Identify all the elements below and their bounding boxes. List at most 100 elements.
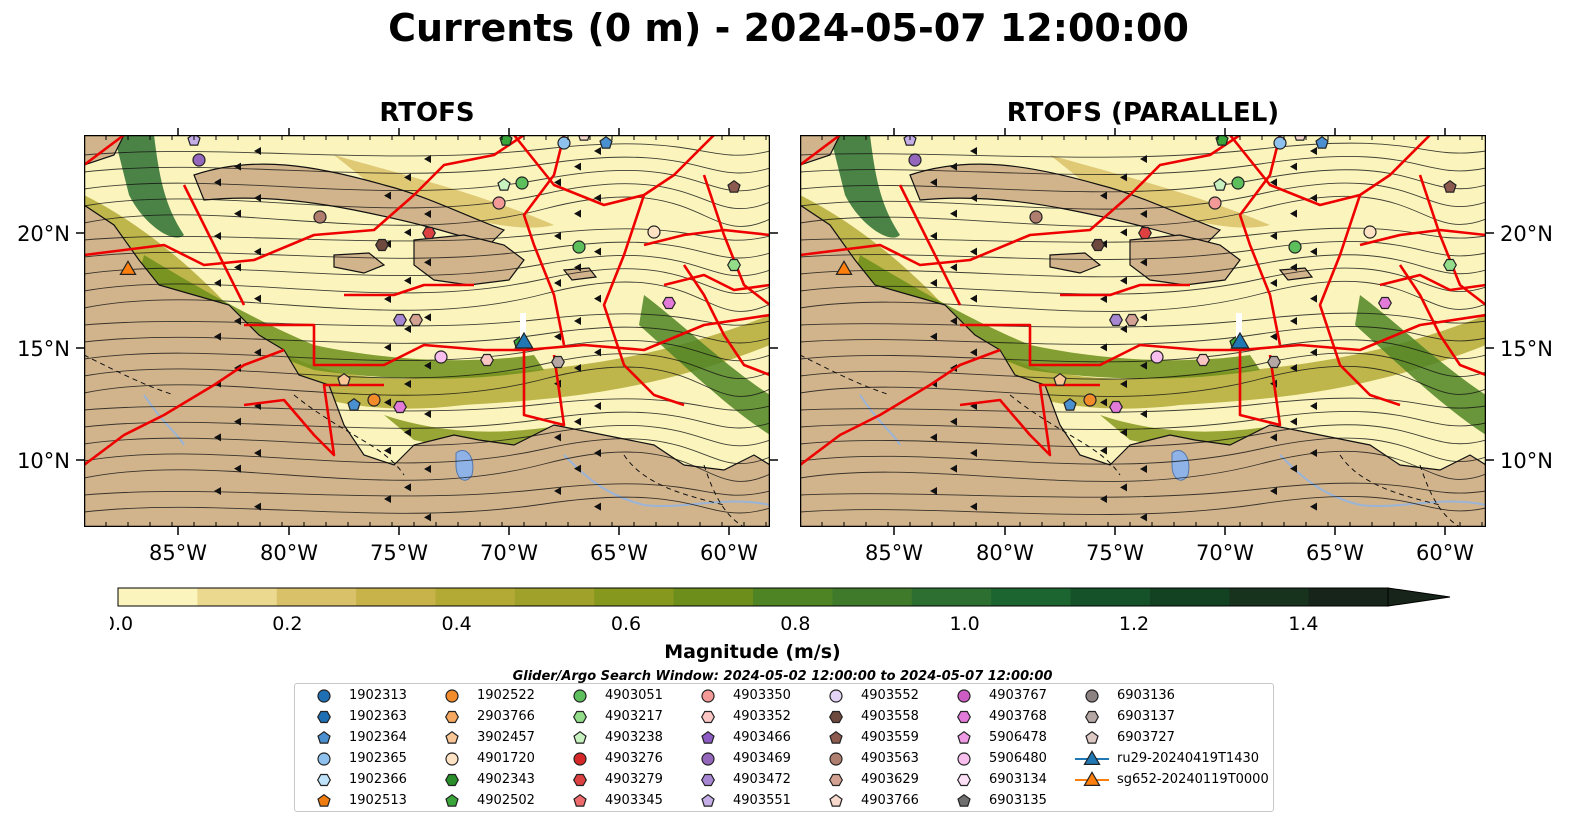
legend-marker[interactable] — [829, 773, 843, 787]
argo-float-marker[interactable] — [337, 372, 351, 386]
argo-float-marker[interactable] — [1125, 313, 1139, 327]
argo-float-marker[interactable] — [375, 238, 389, 252]
argo-float-marker[interactable] — [480, 353, 494, 367]
argo-float-marker[interactable] — [497, 177, 511, 191]
legend-marker[interactable] — [1085, 730, 1099, 744]
argo-float-marker[interactable] — [434, 350, 448, 364]
argo-float-marker[interactable] — [1363, 225, 1377, 239]
argo-float-marker[interactable] — [1029, 210, 1043, 224]
argo-float-marker[interactable] — [1293, 135, 1307, 141]
legend-marker[interactable] — [829, 710, 843, 724]
legend-marker[interactable] — [445, 689, 459, 703]
legend-marker[interactable] — [829, 793, 843, 807]
legend-marker[interactable] — [573, 730, 587, 744]
legend-label: 5906480 — [989, 751, 1047, 766]
argo-float-marker[interactable] — [422, 226, 436, 240]
argo-float-marker[interactable] — [367, 393, 381, 407]
legend-marker[interactable] — [1083, 750, 1101, 765]
legend-marker[interactable] — [445, 752, 459, 766]
argo-float-marker[interactable] — [393, 400, 407, 414]
argo-float-marker[interactable] — [409, 313, 423, 327]
argo-float-marker[interactable] — [577, 135, 591, 141]
legend-marker[interactable] — [957, 689, 971, 703]
legend-marker[interactable] — [573, 689, 587, 703]
argo-float-marker[interactable] — [1315, 135, 1329, 149]
legend-marker[interactable] — [1085, 710, 1099, 724]
legend-marker[interactable] — [957, 710, 971, 724]
legend-marker[interactable] — [317, 710, 331, 724]
legend-marker[interactable] — [445, 793, 459, 807]
legend-marker[interactable] — [957, 730, 971, 744]
argo-float-marker[interactable] — [1138, 226, 1152, 240]
glider-sg652-marker[interactable] — [119, 260, 137, 275]
argo-float-marker[interactable] — [1267, 355, 1281, 369]
argo-float-marker[interactable] — [492, 196, 506, 210]
legend-marker[interactable] — [445, 710, 459, 724]
argo-float-marker[interactable] — [1213, 177, 1227, 191]
argo-float-marker[interactable] — [192, 153, 206, 167]
argo-float-marker[interactable] — [1196, 353, 1210, 367]
legend-marker[interactable] — [1083, 771, 1101, 786]
legend-marker[interactable] — [317, 773, 331, 787]
argo-float-marker[interactable] — [1231, 176, 1245, 190]
argo-float-marker[interactable] — [313, 210, 327, 224]
legend-marker[interactable] — [1085, 689, 1099, 703]
argo-float-marker[interactable] — [1150, 350, 1164, 364]
legend-marker[interactable] — [957, 752, 971, 766]
argo-float-marker[interactable] — [1215, 135, 1229, 146]
argo-float-marker[interactable] — [662, 296, 676, 310]
argo-float-marker[interactable] — [727, 179, 741, 193]
argo-float-marker[interactable] — [1378, 296, 1392, 310]
argo-float-marker[interactable] — [1063, 397, 1077, 411]
argo-float-marker[interactable] — [1109, 400, 1123, 414]
argo-float-marker[interactable] — [647, 225, 661, 239]
legend-marker[interactable] — [701, 730, 715, 744]
legend-marker[interactable] — [573, 793, 587, 807]
argo-float-marker[interactable] — [1109, 313, 1123, 327]
argo-float-marker[interactable] — [1083, 393, 1097, 407]
legend-marker[interactable] — [317, 793, 331, 807]
argo-float-marker[interactable] — [1273, 136, 1287, 150]
argo-float-marker[interactable] — [557, 136, 571, 150]
legend-marker[interactable] — [829, 730, 843, 744]
map-panel-right[interactable] — [800, 135, 1486, 527]
legend-marker[interactable] — [957, 793, 971, 807]
legend-marker[interactable] — [701, 773, 715, 787]
argo-float-marker[interactable] — [1443, 258, 1457, 272]
argo-float-marker[interactable] — [1443, 179, 1457, 193]
legend-marker[interactable] — [957, 773, 971, 787]
legend-marker[interactable] — [829, 689, 843, 703]
argo-float-marker[interactable] — [515, 176, 529, 190]
legend-marker[interactable] — [317, 752, 331, 766]
legend-marker[interactable] — [701, 793, 715, 807]
legend-marker[interactable] — [701, 689, 715, 703]
argo-float-marker[interactable] — [187, 135, 201, 146]
legend-marker[interactable] — [317, 730, 331, 744]
map-panel-left[interactable] — [84, 135, 770, 527]
glider-sg652-marker[interactable] — [835, 260, 853, 275]
legend-marker[interactable] — [445, 773, 459, 787]
argo-float-marker[interactable] — [1288, 240, 1302, 254]
argo-float-marker[interactable] — [903, 135, 917, 146]
argo-float-marker[interactable] — [1091, 238, 1105, 252]
legend-marker[interactable] — [829, 752, 843, 766]
argo-float-marker[interactable] — [347, 397, 361, 411]
legend-marker[interactable] — [573, 710, 587, 724]
glider-ru29-marker[interactable] — [1230, 331, 1250, 349]
argo-float-marker[interactable] — [1208, 196, 1222, 210]
legend-marker[interactable] — [701, 752, 715, 766]
argo-float-marker[interactable] — [393, 313, 407, 327]
argo-float-marker[interactable] — [1053, 372, 1067, 386]
argo-float-marker[interactable] — [727, 258, 741, 272]
argo-float-marker[interactable] — [572, 240, 586, 254]
legend-marker[interactable] — [701, 710, 715, 724]
argo-float-marker[interactable] — [499, 135, 513, 146]
argo-float-marker[interactable] — [599, 135, 613, 149]
argo-float-marker[interactable] — [551, 355, 565, 369]
legend-marker[interactable] — [573, 773, 587, 787]
glider-ru29-marker[interactable] — [514, 331, 534, 349]
legend-marker[interactable] — [317, 689, 331, 703]
legend-marker[interactable] — [445, 730, 459, 744]
legend-marker[interactable] — [573, 752, 587, 766]
argo-float-marker[interactable] — [908, 153, 922, 167]
